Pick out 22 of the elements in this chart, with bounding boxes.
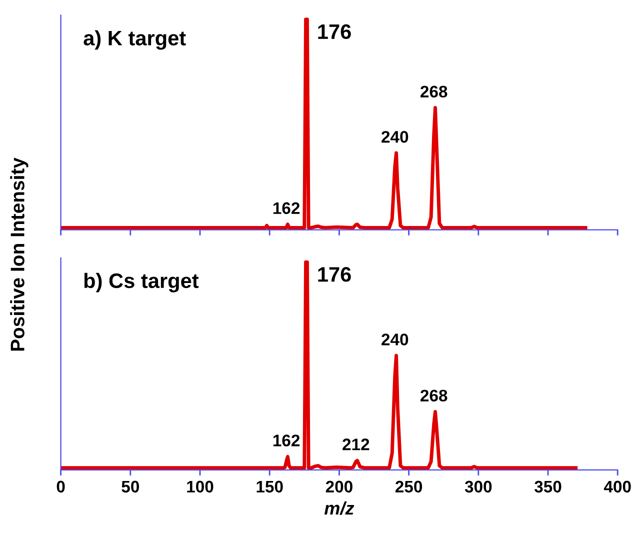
chart-title: b) Cs target (84, 272, 199, 292)
x-tick-label: 100 (187, 480, 214, 493)
annotation: 268 (420, 86, 448, 98)
annotation: 240 (382, 130, 408, 143)
chart-title: a) K target (84, 30, 186, 50)
annotation: 268 (420, 390, 448, 402)
x-tick-label: 300 (464, 480, 492, 493)
annotation: 212 (342, 438, 370, 450)
x-tick-label: 150 (256, 480, 283, 493)
annotation: 240 (382, 334, 408, 346)
annotation: 162 (273, 434, 300, 446)
x-tick-label: 50 (122, 480, 139, 493)
x-tick-label: 400 (604, 480, 631, 493)
x-axis-title: m/z (324, 501, 354, 515)
x-tick-label: 350 (534, 480, 562, 493)
y-axis-title: Positive Ion Intensity (10, 158, 28, 351)
annotation: 176 (318, 24, 351, 40)
x-tick-label: 0 (56, 480, 65, 493)
x-tick-label: 250 (395, 480, 422, 493)
annotation: 162 (273, 202, 300, 214)
annotation: 176 (318, 267, 351, 282)
x-tick-label: 200 (326, 480, 352, 493)
